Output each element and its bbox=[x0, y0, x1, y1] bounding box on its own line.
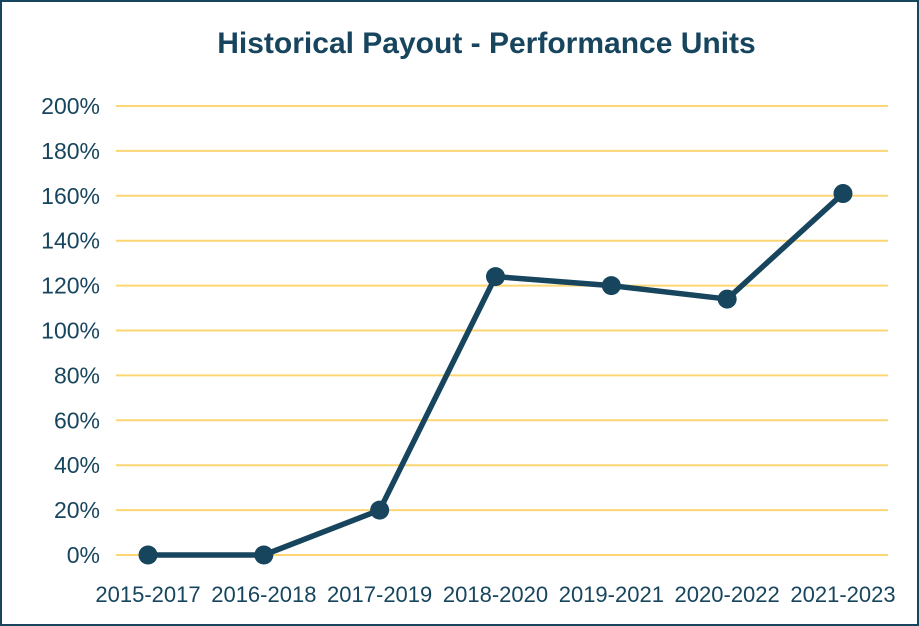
x-axis-tick-label: 2020-2022 bbox=[675, 582, 780, 607]
data-point-marker bbox=[138, 545, 158, 565]
x-axis-tick-label: 2016-2018 bbox=[211, 582, 316, 607]
y-axis-tick-label: 200% bbox=[41, 93, 100, 119]
x-axis-tick-label: 2021-2023 bbox=[790, 582, 895, 607]
x-axis-tick-label: 2018-2020 bbox=[443, 582, 548, 607]
y-axis-tick-label: 40% bbox=[54, 452, 100, 478]
data-point-marker bbox=[601, 276, 621, 296]
data-point-marker bbox=[486, 267, 505, 287]
x-axis-tick-label: 2019-2021 bbox=[559, 582, 664, 607]
y-axis-tick-label: 60% bbox=[54, 407, 100, 433]
y-axis-tick-label: 0% bbox=[67, 542, 100, 568]
y-axis-tick-label: 160% bbox=[41, 183, 100, 209]
y-axis-tick-label: 120% bbox=[41, 273, 100, 299]
x-axis-tick-label: 2015-2017 bbox=[95, 582, 200, 607]
data-point-marker bbox=[833, 184, 853, 204]
y-axis-tick-label: 140% bbox=[41, 228, 100, 254]
data-point-marker bbox=[254, 545, 274, 565]
y-axis-tick-label: 180% bbox=[41, 138, 100, 164]
x-axis-tick-label: 2017-2019 bbox=[327, 582, 432, 607]
y-axis-tick-label: 20% bbox=[54, 497, 100, 523]
y-axis-tick-label: 100% bbox=[41, 318, 100, 344]
y-axis-tick-label: 80% bbox=[54, 362, 100, 388]
chart-title: Historical Payout - Performance Units bbox=[217, 27, 756, 60]
data-point-marker bbox=[370, 500, 390, 520]
data-point-marker bbox=[717, 289, 737, 309]
series-line bbox=[145, 190, 846, 558]
